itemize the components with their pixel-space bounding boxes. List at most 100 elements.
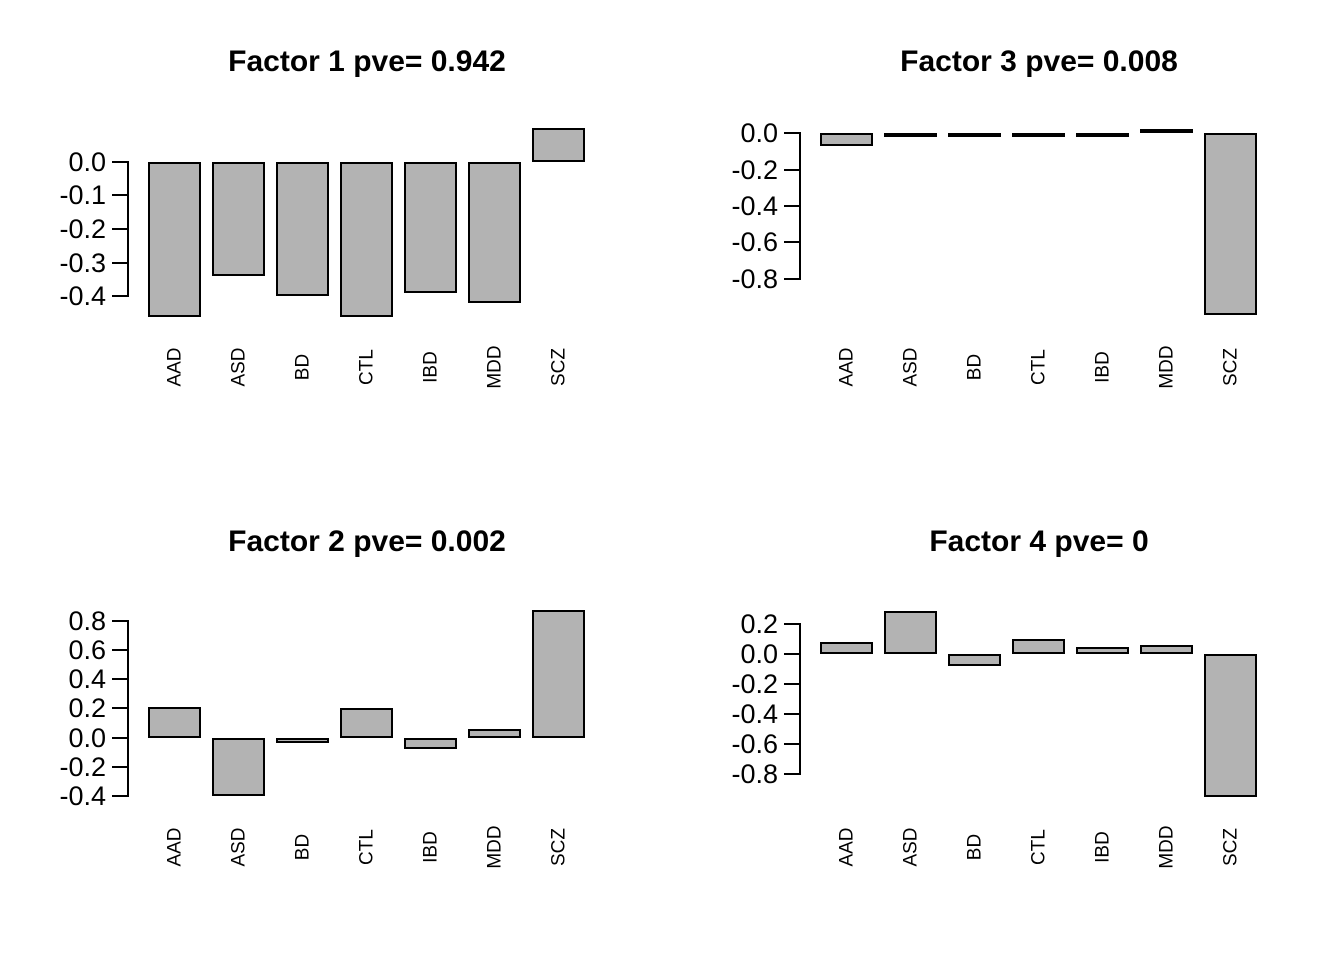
- x-label-AAD: AAD: [836, 347, 857, 387]
- x-label-BD: BD: [964, 833, 985, 861]
- y-axis-line: [127, 619, 129, 797]
- bar-MDD: [468, 728, 521, 738]
- chart-title: Factor 2 pve= 0.002: [228, 525, 506, 558]
- y-tick-label: -0.2: [59, 214, 106, 245]
- bar-SCZ: [532, 610, 585, 738]
- bar-CTL: [340, 708, 393, 738]
- bar-CTL: [340, 161, 393, 317]
- y-axis-tick: [784, 653, 799, 656]
- y-tick-label: -0.4: [731, 699, 778, 730]
- y-axis-tick: [784, 683, 799, 686]
- x-label-MDD: MDD: [1156, 345, 1177, 389]
- x-label-AAD: AAD: [836, 827, 857, 867]
- chart-panel-factor-3: Factor 3 pve= 0.008 0.0 -0.2 -0.4 -0.6 -0.8 A…: [672, 0, 1344, 480]
- x-label-SCZ: SCZ: [1220, 828, 1241, 866]
- y-axis-tick: [112, 648, 127, 651]
- y-axis-line: [799, 132, 801, 280]
- x-label-MDD: MDD: [484, 825, 505, 869]
- y-tick-label: 0.2: [68, 693, 106, 724]
- bar-CTL: [1012, 133, 1065, 138]
- bar-AAD: [820, 642, 873, 655]
- bar-BD: [276, 737, 329, 744]
- y-axis-tick: [112, 619, 127, 622]
- y-tick-label: 0.0: [740, 639, 778, 670]
- y-tick-label: -0.3: [59, 247, 106, 278]
- y-axis-tick: [784, 168, 799, 171]
- bar-ASD: [212, 161, 265, 277]
- y-tick-label: -0.2: [59, 751, 106, 782]
- x-label-ASD: ASD: [900, 347, 921, 387]
- bar-SCZ: [1204, 654, 1257, 797]
- x-label-SCZ: SCZ: [548, 348, 569, 386]
- y-axis-tick: [784, 713, 799, 716]
- y-tick-label: -0.1: [59, 180, 106, 211]
- y-axis-tick: [784, 623, 799, 626]
- y-tick-label: 0.2: [740, 609, 778, 640]
- y-axis-tick: [784, 241, 799, 244]
- y-axis-tick: [784, 743, 799, 746]
- x-label-ASD: ASD: [900, 827, 921, 867]
- y-tick-label: -0.6: [731, 729, 778, 760]
- x-label-ASD: ASD: [228, 347, 249, 387]
- y-axis-tick: [112, 261, 127, 264]
- bar-ASD: [212, 737, 265, 796]
- y-axis-line: [127, 160, 129, 298]
- bar-SCZ: [1204, 133, 1257, 316]
- bar-MDD: [468, 161, 521, 304]
- y-axis-tick: [784, 205, 799, 208]
- x-label-IBD: IBD: [420, 831, 441, 863]
- bar-BD: [948, 133, 1001, 138]
- bar-CTL: [1012, 639, 1065, 655]
- x-label-BD: BD: [292, 353, 313, 381]
- y-axis-tick: [112, 160, 127, 163]
- x-label-IBD: IBD: [1092, 351, 1113, 383]
- y-tick-label: -0.8: [731, 263, 778, 294]
- y-tick-label: 0.6: [68, 634, 106, 665]
- x-label-IBD: IBD: [1092, 831, 1113, 863]
- x-label-AAD: AAD: [164, 347, 185, 387]
- x-label-CTL: CTL: [356, 349, 377, 385]
- bar-MDD: [1140, 129, 1193, 134]
- y-tick-label: -0.4: [731, 191, 778, 222]
- bar-IBD: [404, 161, 457, 294]
- y-tick-label: -0.4: [59, 780, 106, 811]
- y-axis-tick: [112, 707, 127, 710]
- y-axis-line: [799, 623, 801, 776]
- x-label-MDD: MDD: [1156, 825, 1177, 869]
- chart-title: Factor 1 pve= 0.942: [228, 45, 506, 78]
- y-axis-tick: [112, 194, 127, 197]
- x-label-CTL: CTL: [356, 829, 377, 865]
- bar-BD: [276, 161, 329, 297]
- y-axis-tick: [784, 132, 799, 135]
- x-label-SCZ: SCZ: [548, 828, 569, 866]
- bar-AAD: [820, 133, 873, 146]
- bar-AAD: [148, 706, 201, 738]
- chart-title: Factor 3 pve= 0.008: [900, 45, 1178, 78]
- y-tick-label: 0.8: [68, 605, 106, 636]
- y-axis-tick: [112, 765, 127, 768]
- x-label-BD: BD: [292, 833, 313, 861]
- bar-IBD: [1076, 133, 1129, 138]
- y-tick-label: -0.2: [731, 669, 778, 700]
- y-tick-label: -0.6: [731, 227, 778, 258]
- y-tick-label: 0.0: [740, 118, 778, 149]
- x-label-SCZ: SCZ: [1220, 348, 1241, 386]
- y-axis-tick: [112, 678, 127, 681]
- chart-panel-factor-2: Factor 2 pve= 0.002 0.8 0.6 0.4 0.2 0.0 -0.2-…: [0, 480, 672, 960]
- y-tick-label: -0.8: [731, 759, 778, 790]
- bar-BD: [948, 654, 1001, 667]
- y-tick-label: 0.0: [68, 722, 106, 753]
- x-label-CTL: CTL: [1028, 349, 1049, 385]
- y-axis-tick: [112, 794, 127, 797]
- chart-title: Factor 4 pve= 0: [929, 525, 1149, 558]
- bar-MDD: [1140, 645, 1193, 655]
- bar-ASD: [884, 610, 937, 655]
- x-label-IBD: IBD: [420, 351, 441, 383]
- y-tick-label: 0.0: [68, 146, 106, 177]
- bar-IBD: [404, 737, 457, 750]
- x-label-BD: BD: [964, 353, 985, 381]
- y-axis-tick: [112, 228, 127, 231]
- x-label-AAD: AAD: [164, 827, 185, 867]
- y-tick-label: 0.4: [68, 664, 106, 695]
